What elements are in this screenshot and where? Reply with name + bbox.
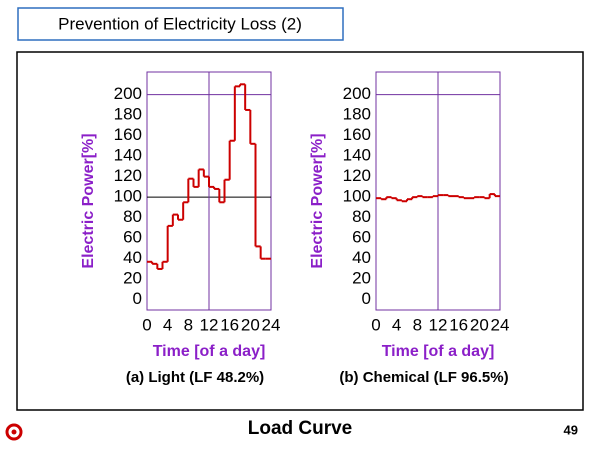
y-tick-label: 140 — [114, 146, 142, 165]
x-tick-label: 8 — [413, 315, 422, 334]
chart-caption: (a) Light (LF 48.2%) — [126, 369, 264, 386]
x-tick-label: 16 — [449, 315, 468, 334]
content-frame — [16, 51, 584, 411]
page-number: 49 — [564, 422, 578, 437]
y-tick-label: 40 — [352, 248, 371, 267]
y-tick-label: 60 — [123, 228, 142, 247]
y-tick-label: 0 — [133, 289, 142, 308]
x-tick-label: 8 — [184, 315, 193, 334]
y-tick-label: 20 — [352, 269, 371, 288]
y-tick-label: 200 — [343, 84, 371, 103]
y-tick-label: 60 — [352, 228, 371, 247]
y-tick-label: 180 — [343, 105, 371, 124]
x-tick-label: 20 — [470, 315, 489, 334]
x-tick-label: 20 — [241, 315, 260, 334]
x-axis-title: Time [of a day] — [153, 343, 266, 360]
x-tick-label: 0 — [142, 315, 151, 334]
x-tick-label: 24 — [262, 315, 281, 334]
x-tick-label: 12 — [429, 315, 448, 334]
y-tick-label: 100 — [114, 187, 142, 206]
y-tick-label: 160 — [343, 125, 371, 144]
x-tick-label: 24 — [491, 315, 510, 334]
y-tick-label: 160 — [114, 125, 142, 144]
chart-caption: (b) Chemical (LF 96.5%) — [339, 369, 508, 386]
y-tick-label: 100 — [343, 187, 371, 206]
x-tick-label: 16 — [220, 315, 239, 334]
y-tick-label: 80 — [123, 207, 142, 226]
slide-title: Prevention of Electricity Loss (2) — [58, 14, 302, 33]
x-tick-label: 12 — [200, 315, 219, 334]
logo — [5, 423, 23, 441]
y-tick-label: 180 — [114, 105, 142, 124]
y-tick-label: 120 — [114, 166, 142, 185]
x-axis-title: Time [of a day] — [382, 343, 495, 360]
y-tick-label: 80 — [352, 207, 371, 226]
y-tick-label: 200 — [114, 84, 142, 103]
footer-title: Load Curve — [248, 418, 353, 439]
y-axis-title: Electric Power[%] — [309, 133, 326, 268]
x-tick-label: 4 — [392, 315, 401, 334]
y-tick-label: 40 — [123, 248, 142, 267]
y-tick-label: 120 — [343, 166, 371, 185]
y-tick-label: 140 — [343, 146, 371, 165]
x-tick-label: 0 — [371, 315, 380, 334]
x-tick-label: 4 — [163, 315, 172, 334]
y-tick-label: 20 — [123, 269, 142, 288]
y-tick-label: 0 — [362, 289, 371, 308]
title-box — [17, 7, 344, 41]
y-axis-title: Electric Power[%] — [80, 133, 97, 268]
